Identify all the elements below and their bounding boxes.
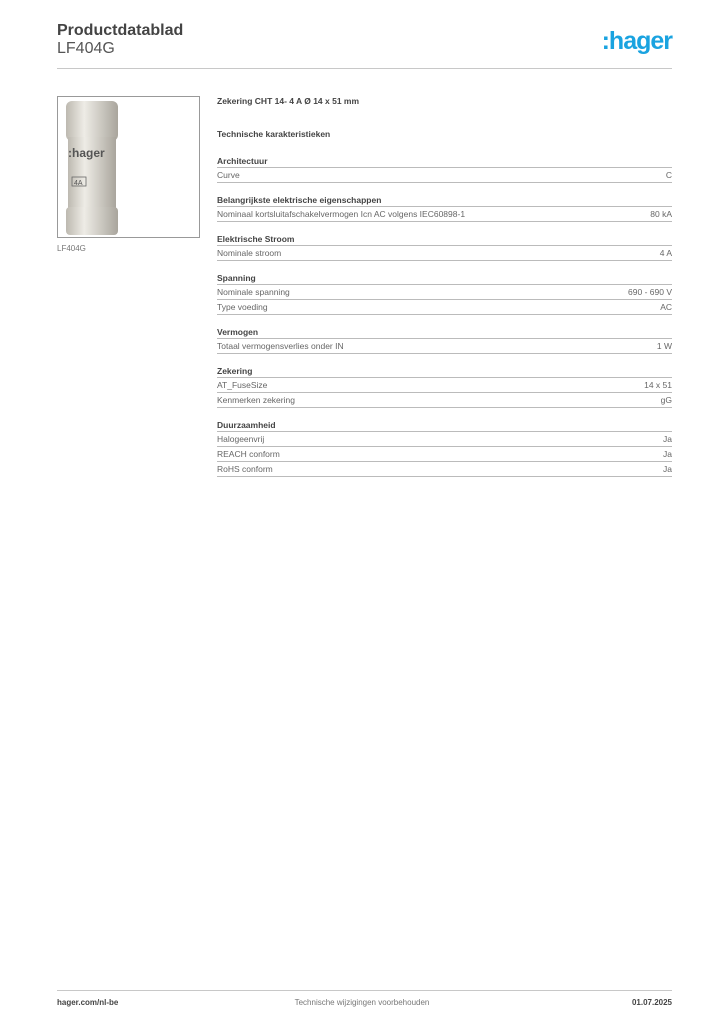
spec-label: Totaal vermogensverlies onder IN	[217, 341, 344, 351]
spec-label: Nominaal kortsluitafschakelvermogen Icn …	[217, 209, 466, 219]
spec-group: Spanning Nominale spanning 690 - 690 V Type…	[217, 271, 672, 315]
spec-row: Type voeding AC	[217, 300, 672, 315]
hager-logo: :hager	[601, 27, 673, 55]
spec-row: AT_FuseSize 14 x 51	[217, 378, 672, 393]
spec-row: RoHS conform Ja	[217, 462, 672, 477]
spec-value: Ja	[663, 449, 672, 459]
product-code: LF404G	[57, 40, 115, 57]
svg-text:4A: 4A	[74, 180, 83, 187]
spec-row: Curve C	[217, 168, 672, 183]
spec-content: Zekering CHT 14- 4 A Ø 14 x 51 mm Techni…	[217, 96, 672, 487]
spec-row: Nominaal kortsluitafschakelvermogen Icn …	[217, 207, 672, 222]
spec-label: Curve	[217, 170, 240, 180]
footer-date: 01.07.2025	[631, 998, 672, 1007]
spec-value: gG	[660, 395, 672, 405]
spec-row: Nominale spanning 690 - 690 V	[217, 285, 672, 300]
image-caption: LF404G	[57, 244, 86, 253]
product-name: Zekering CHT 14- 4 A Ø 14 x 51 mm	[217, 96, 360, 106]
spec-label: REACH conform	[217, 449, 280, 459]
group-title: Spanning	[217, 271, 672, 285]
spec-label: Nominale stroom	[217, 248, 282, 258]
spec-groups: Architectuur Curve C Belangrijkste elektris…	[217, 154, 672, 477]
spec-group: Elektrische Stroom Nominale stroom 4 A	[217, 232, 672, 261]
footer-website[interactable]: hager.com/nl-be	[57, 998, 119, 1007]
spec-label: Kenmerken zekering	[217, 395, 295, 405]
spec-value: AC	[660, 302, 672, 312]
spec-value: 14 x 51	[644, 380, 672, 390]
spec-label: Nominale spanning	[217, 287, 290, 297]
spec-group: Duurzaamheid Halogeenvrij Ja REACH conform J…	[217, 418, 672, 477]
spec-value: 1 W	[656, 341, 672, 351]
group-title: Elektrische Stroom	[217, 232, 672, 246]
footer-notice: Technische wijzigingen voorbehouden	[294, 998, 430, 1007]
group-title: Belangrijkste elektrische eigenschappen	[217, 193, 672, 207]
spec-value: Ja	[663, 434, 672, 444]
spec-value: 4 A	[659, 248, 672, 258]
product-image: :hager 4A	[57, 96, 200, 238]
spec-label: Type voeding	[217, 302, 268, 312]
spec-row: Halogeenvrij Ja	[217, 432, 672, 447]
group-title: Vermogen	[217, 325, 672, 339]
group-title: Duurzaamheid	[217, 418, 672, 432]
spec-value: 80 kA	[650, 209, 672, 219]
spec-group: Architectuur Curve C	[217, 154, 672, 183]
section-title: Technische karakteristieken	[217, 129, 331, 139]
spec-value: Ja	[663, 464, 672, 474]
spec-label: RoHS conform	[217, 464, 273, 474]
spec-group: Zekering AT_FuseSize 14 x 51 Kenmerken zeke…	[217, 364, 672, 408]
footer-divider	[57, 990, 672, 991]
page-title: Productdatablad	[57, 22, 184, 39]
group-title: Architectuur	[217, 154, 672, 168]
spec-group: Vermogen Totaal vermogensverlies onder IN…	[217, 325, 672, 354]
spec-row: Totaal vermogensverlies onder IN 1 W	[217, 339, 672, 354]
spec-value: C	[665, 170, 672, 180]
spec-row: Kenmerken zekering gG	[217, 393, 672, 408]
group-title: Zekering	[217, 364, 672, 378]
spec-group: Belangrijkste elektrische eigenschappen N…	[217, 193, 672, 222]
spec-row: Nominale stroom 4 A	[217, 246, 672, 261]
spec-label: Halogeenvrij	[217, 434, 265, 444]
spec-row: REACH conform Ja	[217, 447, 672, 462]
svg-text::hager: :hager	[68, 146, 105, 160]
spec-label: AT_FuseSize	[217, 380, 268, 390]
header-divider	[57, 68, 672, 69]
spec-value: 690 - 690 V	[628, 287, 672, 297]
